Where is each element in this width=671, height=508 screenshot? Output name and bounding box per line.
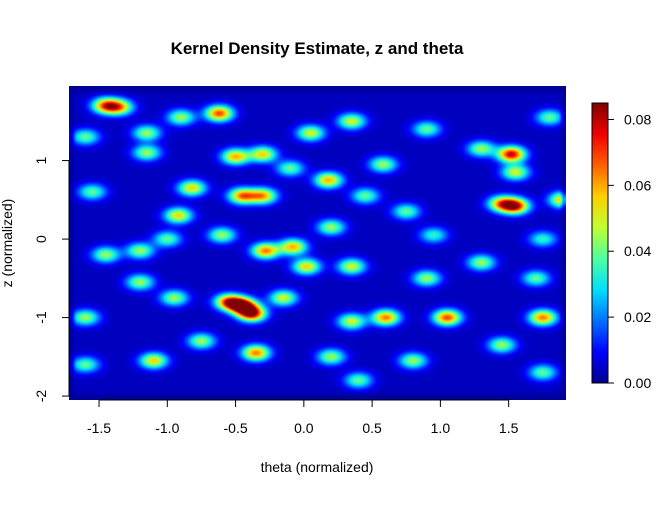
density-heatmap bbox=[69, 86, 566, 400]
y-axis: -2 -1 0 1 bbox=[33, 156, 70, 403]
chart-title: Kernel Density Estimate, z and theta bbox=[171, 39, 464, 58]
colorbar: 0.00 0.02 0.04 0.06 0.08 bbox=[591, 102, 651, 391]
x-tick-label: -1.0 bbox=[155, 420, 179, 436]
colorbar-tick-label: 0.08 bbox=[624, 111, 651, 127]
y-tick-label: -1 bbox=[33, 311, 49, 324]
colorbar-tick-label: 0.00 bbox=[624, 375, 651, 391]
colorbar-tick-label: 0.02 bbox=[624, 309, 651, 325]
plot-area bbox=[69, 86, 566, 400]
x-axis-label: theta (normalized) bbox=[261, 459, 374, 475]
x-tick-label: 0.0 bbox=[294, 420, 314, 436]
colorbar-tick-label: 0.04 bbox=[624, 243, 651, 259]
x-tick-label: 1.5 bbox=[499, 420, 519, 436]
colorbar-gradient bbox=[591, 102, 609, 384]
x-tick-label: 0.5 bbox=[362, 420, 382, 436]
x-axis: -1.5 -1.0 -0.5 0.0 0.5 1.0 1.5 bbox=[87, 399, 519, 436]
y-tick-label: -2 bbox=[33, 390, 49, 403]
y-tick-label: 0 bbox=[33, 235, 49, 243]
x-tick-label: -0.5 bbox=[224, 420, 248, 436]
colorbar-tick-label: 0.06 bbox=[624, 177, 651, 193]
x-tick-label: 1.0 bbox=[431, 420, 451, 436]
x-tick-label: -1.5 bbox=[87, 420, 111, 436]
colorbar-axis: 0.00 0.02 0.04 0.06 0.08 bbox=[608, 111, 651, 391]
y-axis-label: z (normalized) bbox=[0, 199, 15, 288]
y-tick-label: 1 bbox=[33, 156, 49, 164]
